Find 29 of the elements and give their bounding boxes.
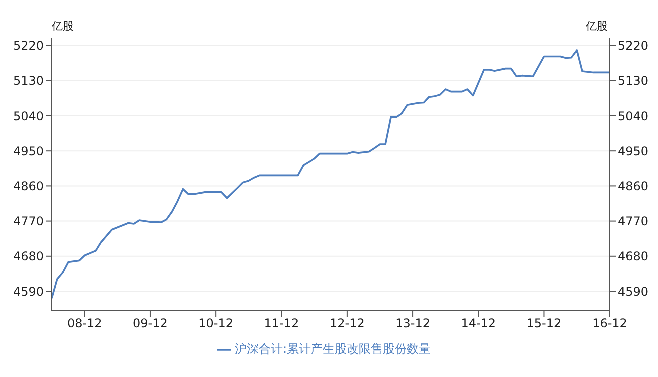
x-tick-label: 13-12 bbox=[396, 316, 430, 331]
y-axis-title: 亿股 bbox=[51, 20, 74, 33]
y2-tick-label: 5220 bbox=[618, 39, 649, 54]
legend-label: 沪深合计:累计产生股改限售股份数量 bbox=[234, 342, 432, 356]
y-tick-label: 4950 bbox=[13, 144, 44, 158]
y2-tick-label: 4860 bbox=[618, 179, 649, 194]
y2-tick-label: 5040 bbox=[618, 109, 649, 124]
y-tick-label: 4860 bbox=[13, 179, 44, 194]
line-series bbox=[52, 50, 610, 300]
x-tick-label: 08-12 bbox=[67, 316, 102, 331]
y2-axis-title: 亿股 bbox=[585, 20, 608, 33]
y2-tick-label: 4590 bbox=[618, 284, 649, 299]
x-tick-label: 11-12 bbox=[264, 316, 300, 331]
y-tick-label: 5130 bbox=[13, 74, 44, 88]
y-tick-label: 4770 bbox=[13, 214, 44, 229]
y-tick-label: 5040 bbox=[13, 109, 44, 124]
x-tick-label: 14-12 bbox=[461, 316, 496, 331]
x-tick-label: 09-12 bbox=[133, 316, 168, 331]
x-tick-label: 12-12 bbox=[330, 316, 365, 331]
x-tick-label: 15-12 bbox=[526, 316, 562, 331]
x-tick-label: 10-12 bbox=[198, 316, 234, 331]
y2-tick-label: 4950 bbox=[618, 144, 649, 158]
y-tick-label: 4680 bbox=[13, 250, 44, 264]
y2-tick-label: 4770 bbox=[618, 214, 649, 229]
y-tick-label: 5220 bbox=[13, 39, 44, 54]
y2-tick-label: 4680 bbox=[618, 250, 649, 264]
y-tick-label: 4590 bbox=[13, 284, 44, 299]
x-tick-label: 16-12 bbox=[592, 316, 628, 331]
y2-tick-label: 5130 bbox=[618, 74, 649, 88]
